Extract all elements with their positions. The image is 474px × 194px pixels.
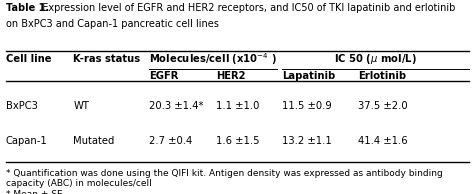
Text: capacity (ABC) in molecules/cell: capacity (ABC) in molecules/cell [6, 179, 151, 188]
Text: 1.1 ±1.0: 1.1 ±1.0 [216, 101, 259, 111]
Text: Mutated: Mutated [73, 136, 115, 146]
Text: Cell line: Cell line [6, 54, 51, 64]
Text: Capan-1: Capan-1 [6, 136, 47, 146]
Text: 11.5 ±0.9: 11.5 ±0.9 [282, 101, 332, 111]
Text: 37.5 ±2.0: 37.5 ±2.0 [358, 101, 408, 111]
Text: Lapatinib: Lapatinib [282, 71, 335, 81]
Text: 2.7 ±0.4: 2.7 ±0.4 [149, 136, 192, 146]
Text: IC 50 ($\mu$ mol/L): IC 50 ($\mu$ mol/L) [334, 52, 417, 66]
Text: HER2: HER2 [216, 71, 245, 81]
Text: K-ras status: K-ras status [73, 54, 141, 64]
Text: WT: WT [73, 101, 89, 111]
Text: on BxPC3 and Capan-1 pancreatic cell lines: on BxPC3 and Capan-1 pancreatic cell lin… [6, 19, 219, 29]
Text: 1.6 ±1.5: 1.6 ±1.5 [216, 136, 259, 146]
Text: 13.2 ±1.1: 13.2 ±1.1 [282, 136, 332, 146]
Text: * Mean ± SE: * Mean ± SE [6, 190, 62, 194]
Text: Expression level of EGFR and HER2 receptors, and IC50 of TKI lapatinib and erlot: Expression level of EGFR and HER2 recept… [36, 3, 455, 13]
Text: EGFR: EGFR [149, 71, 179, 81]
Text: * Quantification was done using the QIFI kit. Antigen density was expressed as a: * Quantification was done using the QIFI… [6, 169, 442, 178]
Text: Erlotinib: Erlotinib [358, 71, 406, 81]
Text: 41.4 ±1.6: 41.4 ±1.6 [358, 136, 408, 146]
Text: BxPC3: BxPC3 [6, 101, 37, 111]
Text: Table 1.: Table 1. [6, 3, 49, 13]
Text: 20.3 ±1.4*: 20.3 ±1.4* [149, 101, 204, 111]
Text: Molecules/cell (x10$^{-4}$ ): Molecules/cell (x10$^{-4}$ ) [149, 51, 277, 67]
